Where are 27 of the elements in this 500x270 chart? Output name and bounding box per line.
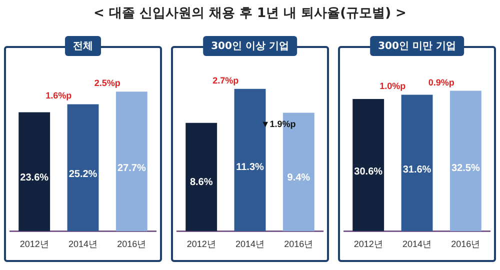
x-tick-label: 2012년 <box>20 239 49 250</box>
chart-subtitle: 300인 이상 기업 <box>203 36 297 56</box>
x-tick-label: 2016년 <box>284 239 314 250</box>
data-label: 11.3% <box>236 162 264 173</box>
data-label: 32.5% <box>451 162 480 174</box>
data-label: 23.6% <box>20 172 49 184</box>
x-tick-label: 2012년 <box>186 239 216 250</box>
data-label: 25.2% <box>68 168 98 180</box>
x-tick-label: 2016년 <box>117 239 146 250</box>
x-tick-label: 2012년 <box>354 239 383 250</box>
x-tick-label: 2014년 <box>235 239 265 250</box>
data-label: 31.6% <box>402 164 432 176</box>
annotation: 1.6%p <box>46 90 72 101</box>
annotation: 2.7%p <box>212 75 240 86</box>
data-label: 8.6% <box>190 177 213 188</box>
data-label: 9.4% <box>287 172 310 184</box>
data-label: 27.7% <box>117 163 146 174</box>
annotation: 0.9%p <box>428 77 455 88</box>
chart-subtitle: 300인 미만 기업 <box>370 36 464 56</box>
x-tick-label: 2014년 <box>68 239 98 250</box>
annotation: 2.5%p <box>94 78 121 88</box>
data-label: 30.6% <box>354 166 383 178</box>
x-tick-label: 2014년 <box>402 239 432 250</box>
text: < 대졸 신입사원의 채용 후 1년 내 퇴사율(규모별) > <box>92 5 408 22</box>
x-tick-label: 2016년 <box>451 239 480 250</box>
annotation: 1.0%p <box>380 81 406 92</box>
chart-subtitle: 전체 <box>65 36 101 56</box>
